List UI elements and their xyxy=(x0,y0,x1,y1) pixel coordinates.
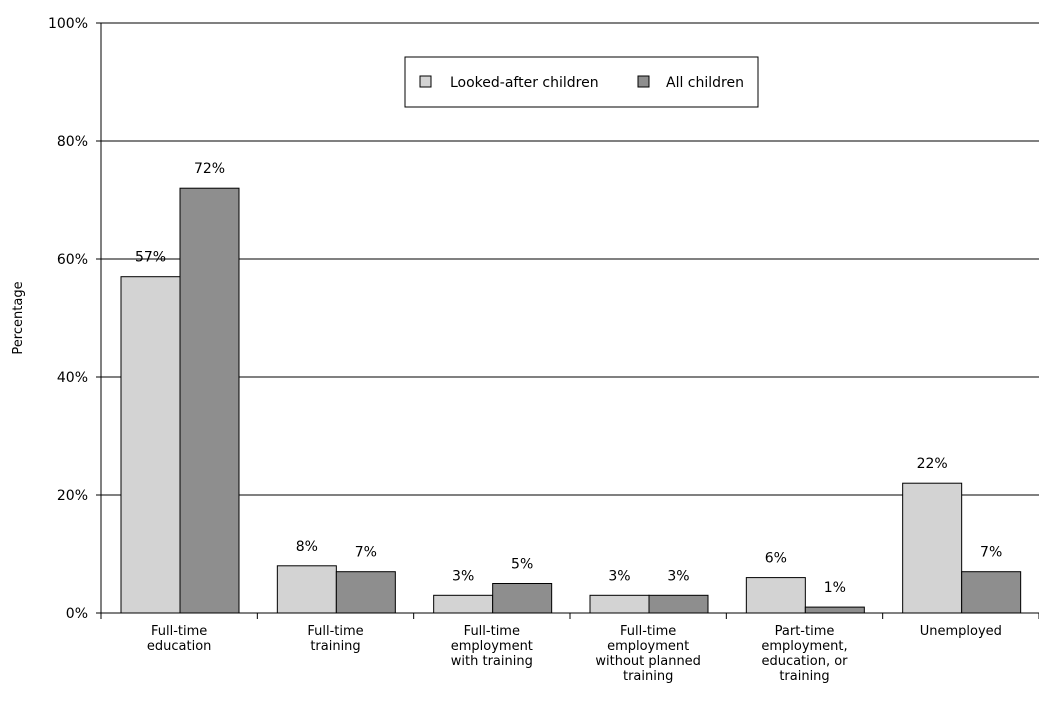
data-label: 6% xyxy=(765,551,787,567)
data-label: 7% xyxy=(355,545,377,561)
legend-label-all-children: All children xyxy=(666,75,744,91)
x-category-label: Unemployed xyxy=(920,624,1002,639)
data-label: 57% xyxy=(135,250,166,266)
legend-label-looked-after: Looked-after children xyxy=(450,75,599,91)
y-tick-label: 80% xyxy=(57,134,88,150)
bar-looked-after xyxy=(589,594,650,614)
axes xyxy=(96,22,1039,619)
data-label: 7% xyxy=(980,545,1002,561)
bar-all-children xyxy=(961,571,1022,614)
data-label: 72% xyxy=(194,161,225,177)
x-category-label-line: Full-time xyxy=(307,624,363,639)
x-category-label-line: employment xyxy=(607,639,689,654)
x-category-label: Full-time employment without planned traini… xyxy=(595,624,701,684)
bar-all-children xyxy=(648,594,709,614)
x-category-label-line: education, or xyxy=(761,654,848,669)
x-category-label: Full-time training xyxy=(307,624,363,654)
data-label: 22% xyxy=(917,456,948,472)
x-category-label-line: training xyxy=(779,669,829,684)
x-category-label-line: employment xyxy=(451,639,533,654)
legend-swatch-looked-after xyxy=(419,75,432,88)
y-tick-label: 40% xyxy=(57,370,88,386)
legend-swatch-all-children xyxy=(637,75,650,88)
bar-all-children xyxy=(335,571,396,614)
x-category-label-line: Full-time xyxy=(464,624,520,639)
bar-looked-after xyxy=(902,482,963,614)
x-category-label: Part-time employment, education, or trainin… xyxy=(761,624,848,684)
data-label: 8% xyxy=(296,539,318,555)
y-tick-label: 20% xyxy=(57,488,88,504)
y-tick-labels: 0% 20% 40% 60% 80% 100% xyxy=(48,16,88,622)
bar-all-children xyxy=(179,187,240,614)
bar-all-children xyxy=(804,606,865,614)
x-category-label-line: employment, xyxy=(761,639,847,654)
x-category-label-line: Unemployed xyxy=(920,624,1002,639)
y-axis-label: Percentage xyxy=(11,281,26,354)
data-label: 3% xyxy=(667,568,689,584)
x-category-label-line: training xyxy=(623,669,673,684)
bar-looked-after xyxy=(276,565,337,614)
x-category-label-line: with training xyxy=(451,654,533,669)
bars xyxy=(120,187,1022,614)
gridlines xyxy=(101,22,1039,496)
x-category-label-line: without planned xyxy=(595,654,701,669)
bar-all-children xyxy=(492,583,553,614)
x-category-label-line: training xyxy=(310,639,360,654)
data-labels: 57% 72% 8% 7% 3% 5% 3% 3% 6% 1% 22% 7% xyxy=(135,161,1002,596)
y-tick-label: 60% xyxy=(57,252,88,268)
bar-looked-after xyxy=(745,577,806,614)
x-category-label-line: Part-time xyxy=(775,624,835,639)
legend: Looked-after children All children xyxy=(404,56,759,108)
x-category-label-line: Full-time xyxy=(151,624,207,639)
x-category-label-line: education xyxy=(147,639,212,654)
data-label: 1% xyxy=(824,580,846,596)
x-category-label-line: Full-time xyxy=(620,624,676,639)
x-category-label: Full-time education xyxy=(147,624,212,654)
legend-box xyxy=(404,56,759,108)
y-tick-label: 0% xyxy=(66,606,88,622)
data-label: 3% xyxy=(608,568,630,584)
data-label: 5% xyxy=(511,557,533,573)
data-label: 3% xyxy=(452,568,474,584)
bar-looked-after xyxy=(120,276,181,614)
y-tick-label: 100% xyxy=(48,16,88,32)
bar-looked-after xyxy=(433,594,494,614)
x-category-label: Full-time employment with training xyxy=(451,624,533,669)
